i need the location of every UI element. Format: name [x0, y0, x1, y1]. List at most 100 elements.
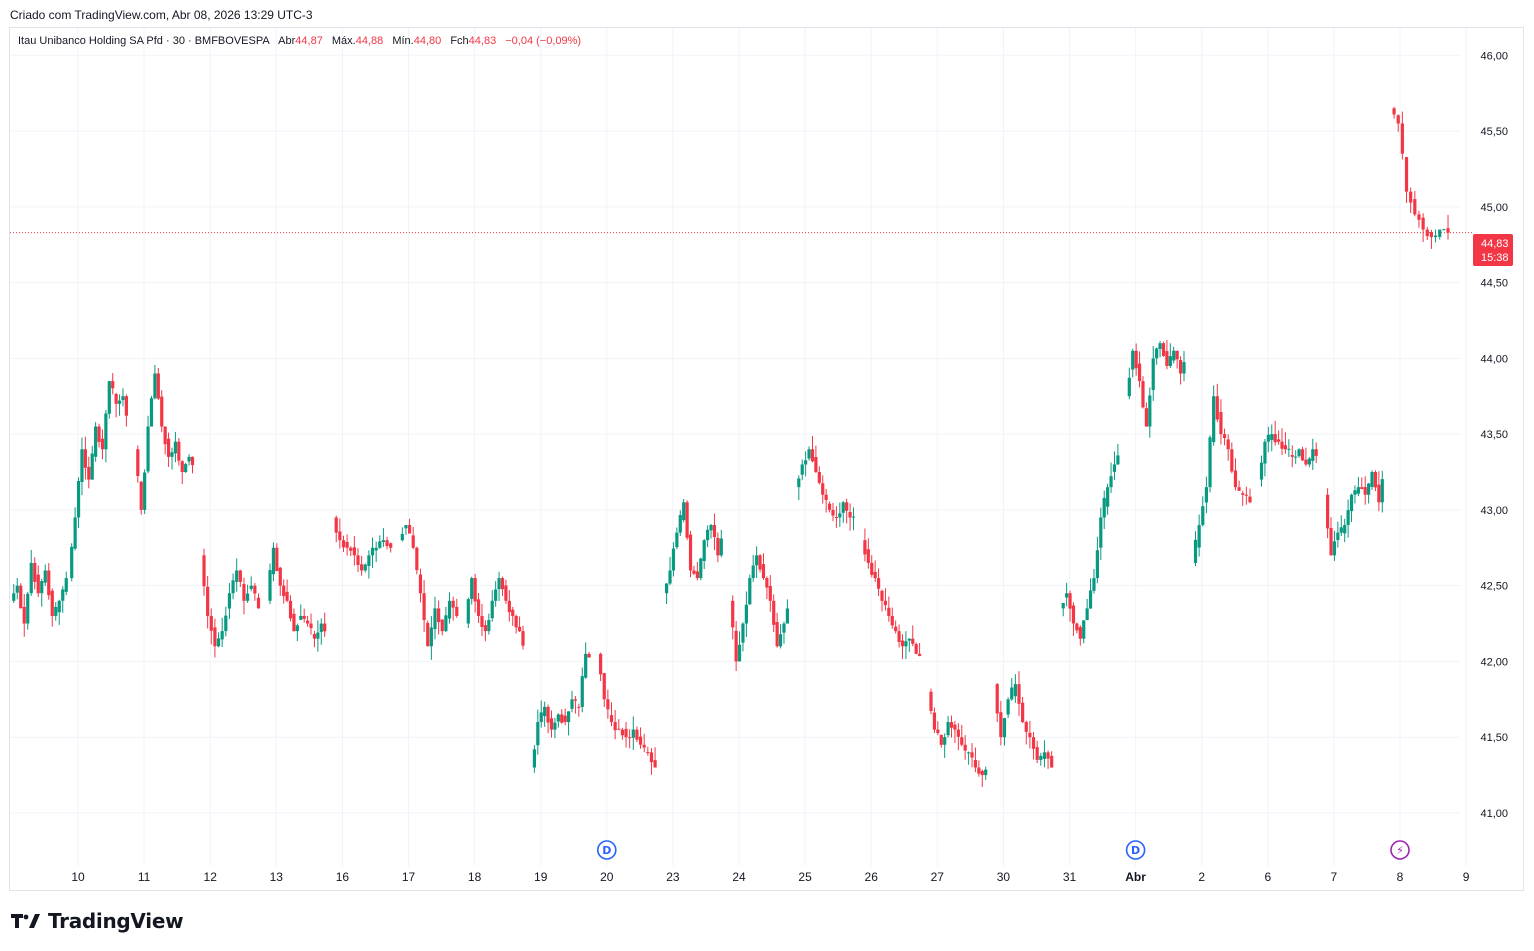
candle-body: [539, 712, 543, 723]
candle-body: [602, 673, 606, 700]
candle-body: [699, 558, 703, 579]
candle-body: [1116, 455, 1120, 465]
candle-body: [1046, 752, 1050, 759]
candle-body: [1233, 470, 1238, 488]
candle-body: [136, 449, 140, 476]
candle-body: [914, 644, 918, 654]
candle-body: [1392, 108, 1396, 115]
candle-body: [480, 615, 484, 627]
candle-body: [100, 438, 105, 450]
candle-body: [54, 606, 58, 616]
candle-body: [1404, 157, 1409, 192]
candle-body: [1230, 449, 1234, 472]
candle-body: [653, 760, 657, 768]
candle-body: [628, 737, 632, 739]
candle-body: [744, 604, 748, 624]
candle-body: [932, 712, 937, 730]
candle-body: [873, 571, 877, 579]
candle-body: [1222, 434, 1227, 438]
candle-body: [1065, 593, 1069, 598]
earnings-marker-icon[interactable]: [1390, 840, 1410, 860]
candle-body: [497, 578, 501, 590]
candle-body: [70, 546, 74, 579]
time-tick-label: 6: [1264, 870, 1271, 884]
candle-body: [1178, 359, 1183, 374]
chart-frame[interactable]: [9, 27, 1524, 891]
candle-body: [863, 540, 867, 555]
candle-body: [288, 600, 293, 619]
dividend-marker-icon[interactable]: [596, 840, 617, 860]
candle-body: [22, 606, 26, 624]
candle-body: [563, 715, 567, 723]
candle-body: [242, 584, 246, 601]
candle-body: [1363, 487, 1367, 495]
candle-body: [476, 599, 481, 616]
candle-body: [213, 627, 217, 647]
time-axis[interactable]: 10 11 12 13 16 17 18 19 20 23 24 25 26 27 30 31 Abr 2 6 7 8 9: [71, 870, 1469, 884]
candle-body: [1075, 623, 1079, 631]
candle-body: [870, 562, 874, 575]
tradingview-logo[interactable]: TradingView: [11, 909, 184, 933]
dividend-marker-icon[interactable]: [1125, 840, 1146, 860]
candle-body: [309, 623, 313, 629]
candle-body: [1346, 510, 1350, 526]
candle-body: [1307, 458, 1311, 465]
candle-body: [323, 623, 327, 632]
legend-low-value: 44,80: [413, 35, 442, 47]
candle-body: [170, 452, 174, 457]
candle-body: [104, 413, 108, 450]
price-axis[interactable]: 41,00 41,50 42,00 42,50 43,00 43,50 44,00 44,50…: [1480, 50, 1508, 820]
candle-body: [682, 502, 686, 521]
candle-body: [180, 461, 184, 473]
time-tick-label: 10: [71, 870, 85, 884]
candle-body: [235, 570, 239, 582]
candle-body: [1421, 217, 1425, 230]
candle-body: [26, 593, 30, 624]
candle-body: [1131, 350, 1135, 370]
candle-body: [500, 578, 505, 590]
price-tick-label: 44,50: [1480, 278, 1508, 290]
candle-body: [709, 525, 713, 531]
candle-body: [609, 715, 614, 723]
candle-body: [1294, 456, 1298, 458]
candle-body: [1332, 541, 1337, 556]
candle-body: [1356, 487, 1360, 494]
candle-body: [433, 608, 437, 630]
candle-body: [1204, 487, 1209, 503]
candle-body: [984, 769, 988, 776]
candle-body: [275, 547, 279, 571]
candle-body: [76, 481, 81, 518]
candle-body: [1035, 747, 1039, 760]
candle-body: [1300, 449, 1305, 461]
candle-body: [814, 456, 818, 473]
candle-body: [349, 547, 353, 551]
candle-body: [209, 615, 213, 631]
last-price-tag-bg: [1473, 234, 1513, 266]
candle-body: [216, 638, 221, 647]
candle-body: [1304, 459, 1308, 465]
candle-body: [61, 589, 65, 601]
candle-body: [1215, 396, 1219, 420]
candle-body: [1201, 506, 1205, 526]
legend-symbol: Itau Unibanco Holding SA Pfd · 30 · BMFB…: [18, 35, 270, 47]
candle-body: [90, 453, 94, 480]
candle-body: [1429, 231, 1434, 238]
candle-body: [772, 600, 776, 625]
candle-body: [514, 615, 518, 628]
chart-caption: Criado com TradingView.com, Abr 08, 2026…: [10, 8, 313, 22]
candle-body: [360, 564, 364, 571]
candle-body: [536, 722, 540, 746]
candle-body: [960, 737, 964, 745]
time-tick-label: 24: [732, 870, 746, 884]
candle-body: [900, 640, 905, 647]
price-tick-label: 41,00: [1480, 808, 1508, 820]
candle-body: [440, 619, 444, 632]
candle-body: [1013, 684, 1017, 697]
candle-body: [1068, 593, 1072, 609]
time-tick-label: Abr: [1125, 870, 1146, 884]
candle-body: [374, 547, 378, 551]
candle-body: [47, 570, 51, 596]
candle-body: [245, 593, 250, 601]
candle-body: [532, 749, 537, 768]
